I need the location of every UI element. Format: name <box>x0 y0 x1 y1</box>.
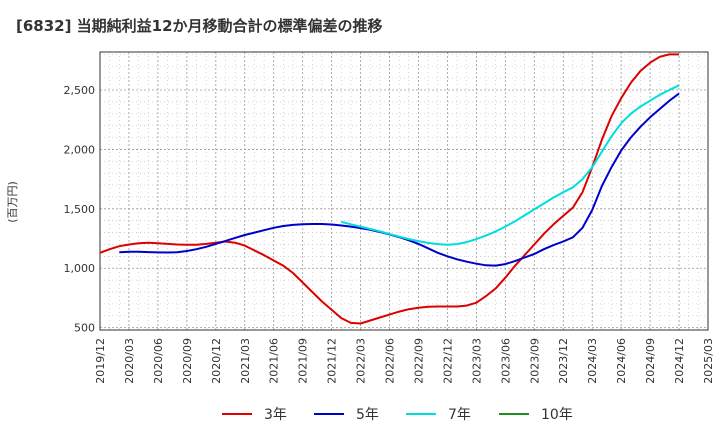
x-tick-label: 2021/06 <box>268 338 281 384</box>
y-axis-label: (百万円) <box>6 181 19 223</box>
x-tick-label: 2021/09 <box>297 338 310 384</box>
x-tick-label: 2024/03 <box>586 338 599 384</box>
chart-title: [6832] 当期純利益12か月移動合計の標準偏差の推移 <box>16 17 383 35</box>
series-line-3年 <box>99 53 679 325</box>
x-tick-label: 2023/06 <box>499 338 512 384</box>
legend-label: 3年 <box>264 407 287 423</box>
legend-label: 7年 <box>448 407 471 423</box>
x-tick-label: 2020/06 <box>152 338 165 384</box>
series-lines <box>99 53 680 325</box>
legend: 3年 5年 7年 10年 <box>222 407 573 423</box>
y-tick-label: 2,000 <box>64 143 96 156</box>
series-line-5年 <box>119 92 680 267</box>
x-tick-label: 2020/12 <box>210 338 223 384</box>
x-tick-label: 2024/09 <box>644 338 657 384</box>
x-tick-label: 2024/06 <box>615 338 628 384</box>
x-axis: 2019/12 2020/03 2020/06 2020/09 2020/12 2021/… <box>94 338 715 384</box>
y-tick-label: 2,500 <box>64 84 96 97</box>
y-tick-label: 1,500 <box>64 203 96 216</box>
x-tick-label: 2020/09 <box>181 338 194 384</box>
x-tick-label: 2023/03 <box>470 338 483 384</box>
x-tick-label: 2022/03 <box>355 338 368 384</box>
grid <box>100 52 708 330</box>
y-tick-label: 1,000 <box>64 262 96 275</box>
x-tick-label: 2023/09 <box>528 338 541 384</box>
y-axis: 500 1,000 1,500 2,000 2,500 <box>64 84 96 335</box>
x-tick-label: 2023/12 <box>557 338 570 384</box>
x-tick-label: 2022/09 <box>412 338 425 384</box>
x-tick-label: 2020/03 <box>123 338 136 384</box>
x-tick-label: 2021/03 <box>239 338 252 384</box>
x-tick-label: 2022/06 <box>384 338 397 384</box>
y-tick-label: 500 <box>74 322 95 335</box>
x-tick-label: 2022/12 <box>441 338 454 384</box>
x-tick-label: 2021/12 <box>326 338 339 384</box>
series-line-7年 <box>341 84 680 246</box>
legend-label: 10年 <box>541 407 573 423</box>
legend-label: 5年 <box>356 407 379 423</box>
x-tick-label: 2025/03 <box>702 338 715 384</box>
x-tick-label: 2024/12 <box>673 338 686 384</box>
plot-area <box>99 51 709 331</box>
x-tick-label: 2019/12 <box>94 338 107 384</box>
